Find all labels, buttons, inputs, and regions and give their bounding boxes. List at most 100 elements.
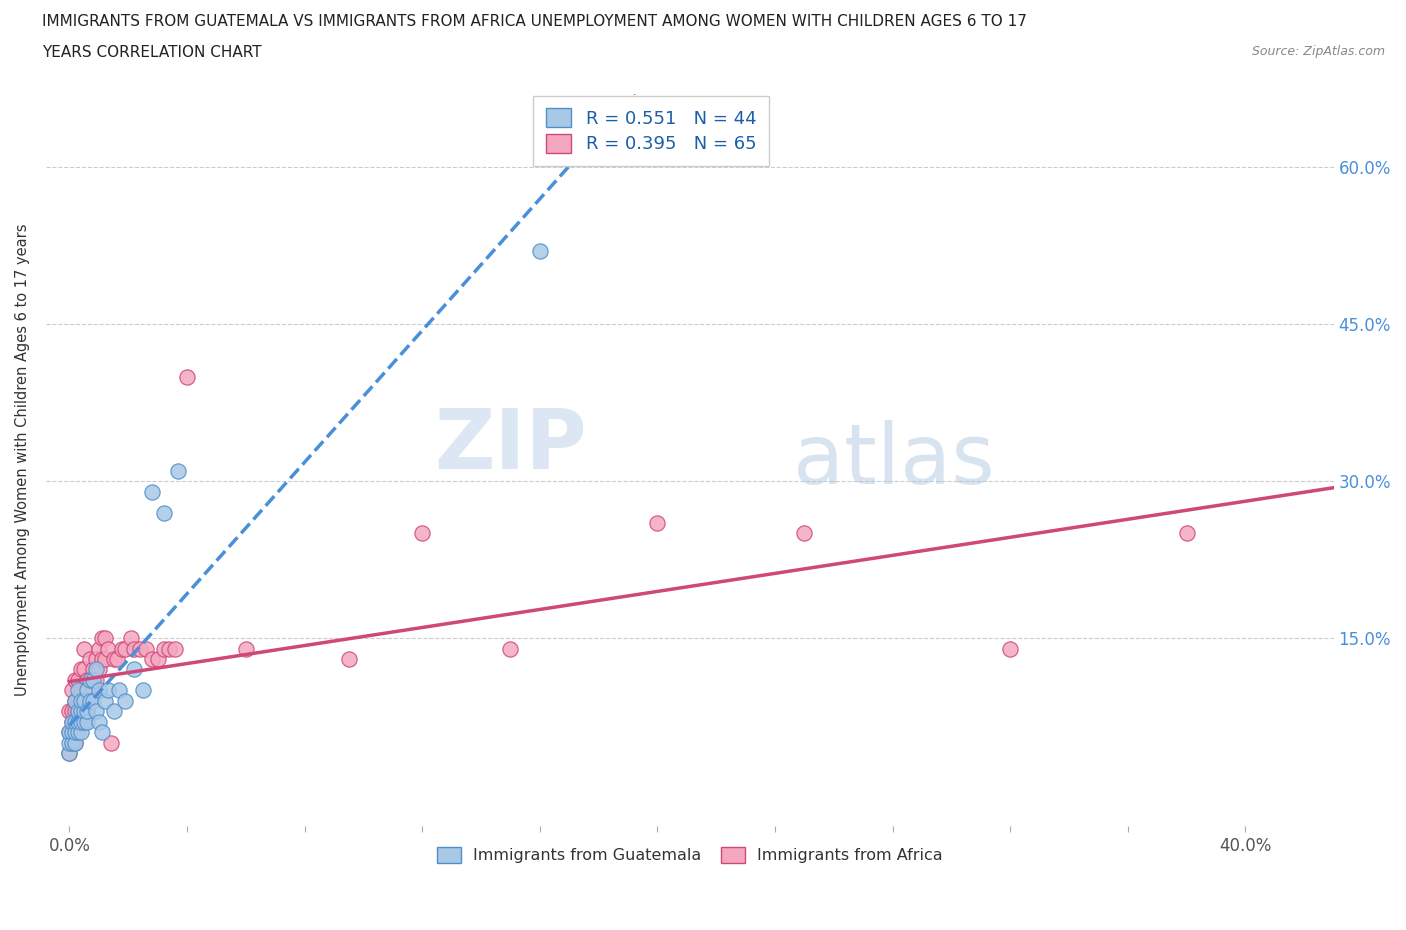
Point: [76, 672, 98, 687]
Point: [62, 714, 84, 729]
Point: [73, 683, 96, 698]
Point: [82, 683, 104, 698]
Point: [129, 641, 152, 656]
Point: [141, 652, 163, 667]
Point: [111, 641, 134, 656]
Point: [58, 746, 80, 761]
Point: [79, 672, 101, 687]
Point: [87, 683, 110, 698]
Point: [87, 714, 110, 729]
Point: [73, 694, 96, 709]
Point: [62, 724, 84, 739]
Point: [67, 704, 90, 719]
Point: [79, 694, 101, 709]
Point: [1175, 526, 1198, 541]
Point: [58, 704, 80, 719]
Point: [67, 714, 90, 729]
Text: IMMIGRANTS FROM GUATEMALA VS IMMIGRANTS FROM AFRICA UNEMPLOYMENT AMONG WOMEN WIT: IMMIGRANTS FROM GUATEMALA VS IMMIGRANTS …: [42, 14, 1026, 29]
Point: [122, 641, 145, 656]
Point: [62, 736, 84, 751]
Point: [82, 694, 104, 709]
Point: [103, 704, 125, 719]
Point: [100, 736, 122, 751]
Point: [114, 694, 136, 709]
Point: [108, 683, 131, 698]
Point: [70, 694, 93, 709]
Point: [65, 704, 87, 719]
Point: [152, 641, 174, 656]
Point: [76, 683, 98, 698]
Point: [65, 694, 87, 709]
Point: [65, 672, 87, 687]
Point: [58, 736, 80, 751]
Point: [411, 526, 433, 541]
Point: [70, 714, 93, 729]
Point: [82, 662, 104, 677]
Point: [67, 704, 90, 719]
Point: [132, 683, 155, 698]
Point: [647, 515, 669, 530]
Point: [167, 463, 190, 478]
Point: [70, 724, 93, 739]
Point: [76, 714, 98, 729]
Point: [62, 683, 84, 698]
Point: [1000, 641, 1022, 656]
Point: [94, 652, 117, 667]
Point: [58, 724, 80, 739]
Point: [73, 641, 96, 656]
Point: [79, 672, 101, 687]
Point: [105, 652, 128, 667]
Point: [65, 724, 87, 739]
Point: [146, 652, 169, 667]
Point: [84, 662, 107, 677]
Text: Source: ZipAtlas.com: Source: ZipAtlas.com: [1251, 45, 1385, 58]
Point: [122, 662, 145, 677]
Point: [67, 724, 90, 739]
Point: [67, 714, 90, 729]
Point: [84, 652, 107, 667]
Point: [73, 714, 96, 729]
Point: [73, 662, 96, 677]
Point: [94, 631, 117, 645]
Point: [135, 641, 157, 656]
Point: [90, 652, 112, 667]
Point: [65, 736, 87, 751]
Point: [152, 505, 174, 520]
Point: [70, 704, 93, 719]
Point: [529, 244, 551, 259]
Point: [337, 652, 360, 667]
Point: [73, 704, 96, 719]
Point: [65, 714, 87, 729]
Point: [141, 485, 163, 499]
Point: [70, 704, 93, 719]
Point: [76, 704, 98, 719]
Text: YEARS CORRELATION CHART: YEARS CORRELATION CHART: [42, 45, 262, 60]
Point: [84, 672, 107, 687]
Legend: Immigrants from Guatemala, Immigrants from Africa: Immigrants from Guatemala, Immigrants fr…: [430, 841, 949, 870]
Point: [82, 672, 104, 687]
Point: [62, 714, 84, 729]
Point: [84, 704, 107, 719]
Point: [79, 694, 101, 709]
Point: [97, 683, 120, 698]
Point: [62, 704, 84, 719]
Point: [67, 683, 90, 698]
Point: [120, 631, 142, 645]
Point: [87, 662, 110, 677]
Point: [165, 641, 187, 656]
Point: [67, 672, 90, 687]
Point: [87, 641, 110, 656]
Y-axis label: Unemployment Among Women with Children Ages 6 to 17 years: Unemployment Among Women with Children A…: [15, 224, 30, 697]
Point: [97, 641, 120, 656]
Point: [70, 683, 93, 698]
Point: [79, 652, 101, 667]
Point: [58, 746, 80, 761]
Point: [73, 714, 96, 729]
Point: [90, 631, 112, 645]
Point: [94, 694, 117, 709]
Point: [65, 714, 87, 729]
Point: [62, 736, 84, 751]
Point: [90, 724, 112, 739]
Text: ZIP: ZIP: [434, 405, 586, 486]
Point: [176, 369, 198, 384]
